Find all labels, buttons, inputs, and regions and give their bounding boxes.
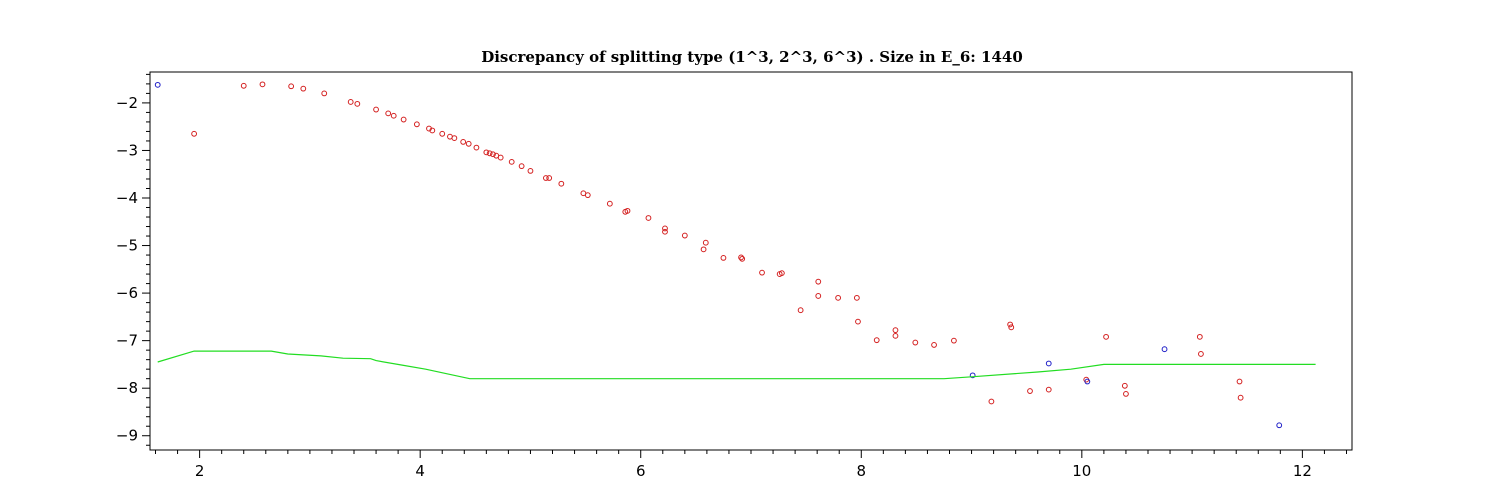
blue-data-point: [1161, 346, 1168, 353]
y-tick-label: −5: [116, 237, 138, 255]
red-data-point: [892, 332, 899, 339]
red-data-point: [508, 158, 515, 165]
red-data-point: [1236, 378, 1243, 385]
x-tick-label: 12: [1293, 462, 1312, 480]
red-data-point: [624, 207, 631, 214]
red-data-point: [835, 294, 842, 301]
red-data-point: [931, 342, 937, 348]
x-tick-label: 2: [195, 462, 205, 480]
x-tick-label: 6: [636, 462, 646, 480]
red-data-point: [702, 239, 709, 246]
y-tick-label: −4: [116, 189, 138, 207]
red-data-point: [739, 255, 746, 262]
red-data-point: [542, 175, 549, 181]
red-data-point: [873, 337, 880, 344]
red-data-point: [1121, 382, 1128, 389]
y-tick-label: −3: [116, 141, 138, 159]
red-data-point: [300, 85, 307, 92]
y-tick-label: −7: [116, 332, 138, 350]
red-data-point: [797, 307, 804, 314]
red-data-point: [700, 246, 707, 253]
red-data-point: [606, 200, 613, 207]
blue-data-point: [154, 81, 161, 88]
plot-frame: [149, 71, 1353, 451]
blue-data-point: [1276, 422, 1283, 429]
red-data-point: [988, 398, 995, 405]
red-data-point: [400, 116, 407, 123]
red-data-point: [951, 337, 957, 344]
red-data-point: [527, 167, 534, 174]
red-data-point: [759, 269, 765, 276]
red-data-point: [347, 99, 354, 105]
blue-data-point: [1045, 360, 1052, 367]
red-data-point: [385, 110, 392, 117]
y-tick-label: −6: [116, 284, 138, 302]
red-data-point: [518, 163, 525, 170]
green-series-line: [157, 350, 1316, 380]
red-data-point: [1007, 321, 1014, 328]
red-data-point: [815, 278, 822, 285]
red-data-point: [853, 294, 860, 301]
red-data-point: [720, 255, 727, 261]
red-data-point: [259, 81, 266, 88]
y-tick-label: −8: [116, 379, 138, 397]
red-data-point: [490, 151, 496, 158]
red-data-point: [912, 339, 919, 346]
red-data-point: [390, 112, 397, 119]
red-data-point: [465, 140, 472, 147]
red-data-point: [1027, 388, 1033, 394]
red-data-point: [1008, 324, 1015, 331]
red-data-point: [1123, 390, 1129, 397]
y-axis: −2 −3 −4 −5 −6 −7 −8 −9: [116, 73, 150, 446]
red-data-point: [486, 150, 493, 157]
red-data-point: [584, 192, 591, 199]
red-data-point: [1198, 351, 1204, 357]
y-tick-label: −2: [116, 94, 138, 112]
red-data-point: [451, 135, 458, 141]
red-data-point: [483, 149, 490, 156]
red-data-point: [191, 130, 198, 137]
red-data-point: [321, 90, 328, 97]
red-data-point: [778, 270, 785, 277]
red-data-point: [497, 154, 504, 161]
red-data-point: [354, 100, 361, 107]
series-layer: [154, 81, 1316, 429]
red-data-point: [546, 175, 553, 181]
y-tick-label: −9: [116, 427, 138, 445]
red-data-point: [439, 130, 446, 137]
red-data-point: [413, 121, 420, 128]
red-data-point: [288, 83, 295, 90]
blue-data-point: [1084, 378, 1091, 385]
red-data-point: [892, 327, 899, 334]
red-data-point: [429, 127, 436, 134]
chart-title: Discrepancy of splitting type (1^3, 2^3,…: [481, 48, 1023, 66]
x-tick-label: 4: [415, 462, 425, 480]
red-data-point: [662, 225, 668, 232]
red-data-point: [738, 254, 744, 261]
red-data-point: [473, 144, 480, 151]
red-data-point: [645, 215, 652, 221]
x-tick-label: 10: [1072, 462, 1091, 480]
red-data-point: [662, 228, 668, 235]
red-data-point: [1237, 394, 1244, 401]
red-data-point: [1045, 386, 1052, 393]
x-tick-label: 8: [857, 462, 867, 480]
red-data-point: [855, 318, 861, 325]
red-data-point: [815, 293, 822, 299]
red-data-point: [558, 180, 565, 187]
blue-data-point: [969, 372, 976, 379]
red-data-point: [1196, 333, 1203, 340]
red-data-point: [373, 106, 379, 113]
red-data-point: [1103, 333, 1109, 340]
red-data-point: [240, 82, 247, 89]
x-axis: 2 4 6 8 10 12: [155, 450, 1347, 480]
red-data-point: [460, 138, 467, 145]
red-data-point: [681, 232, 688, 239]
